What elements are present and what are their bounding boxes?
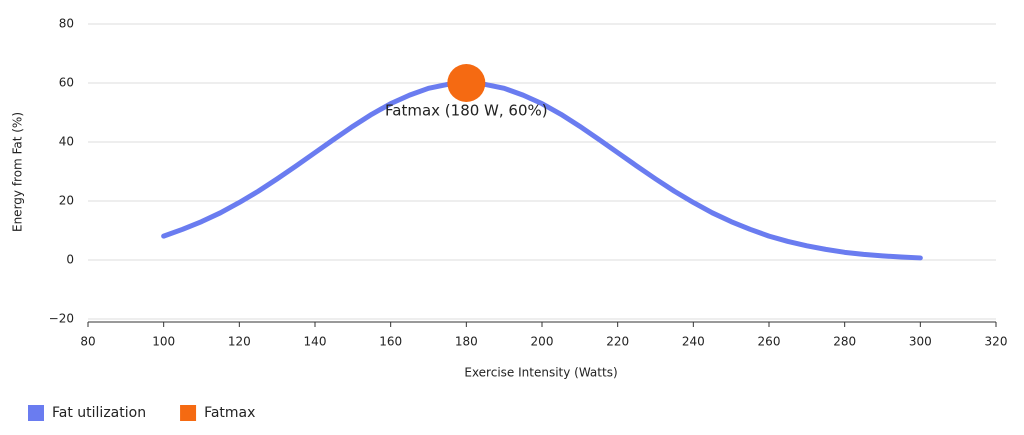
legend-swatch — [28, 405, 44, 421]
x-tick-label: 180 — [455, 335, 478, 349]
y-tick-label: 20 — [59, 194, 74, 208]
legend-label: Fat utilization — [52, 405, 146, 421]
x-tick-label: 220 — [606, 335, 629, 349]
y-tick-label: 40 — [59, 135, 74, 149]
x-tick-label: 100 — [152, 335, 175, 349]
legend-label: Fatmax — [204, 405, 255, 421]
x-tick-label: 320 — [985, 335, 1008, 349]
x-axis-label: Exercise Intensity (Watts) — [464, 366, 617, 380]
y-tick-label: 60 — [59, 76, 74, 90]
x-tick-label: 80 — [80, 335, 95, 349]
x-tick-label: 120 — [228, 335, 251, 349]
line-series — [161, 80, 923, 261]
x-tick-label: 240 — [682, 335, 705, 349]
x-tick-label: 260 — [758, 335, 781, 349]
y-tick-label: 0 — [66, 253, 74, 267]
annotation: Fatmax (180 W, 60%) — [385, 102, 548, 120]
fatmax-marker — [447, 64, 486, 102]
y-axis-label: Energy from Fat (%) — [11, 112, 25, 232]
x-tick-label: 300 — [909, 335, 932, 349]
x-tick-label: 200 — [531, 335, 554, 349]
legend-swatch — [180, 405, 197, 421]
x-tick-label: 160 — [379, 335, 402, 349]
y-tick-label: −20 — [49, 312, 74, 326]
y-tick-label: 80 — [59, 17, 74, 31]
x-tick-label: 140 — [304, 335, 327, 349]
x-tick-label: 280 — [833, 335, 856, 349]
